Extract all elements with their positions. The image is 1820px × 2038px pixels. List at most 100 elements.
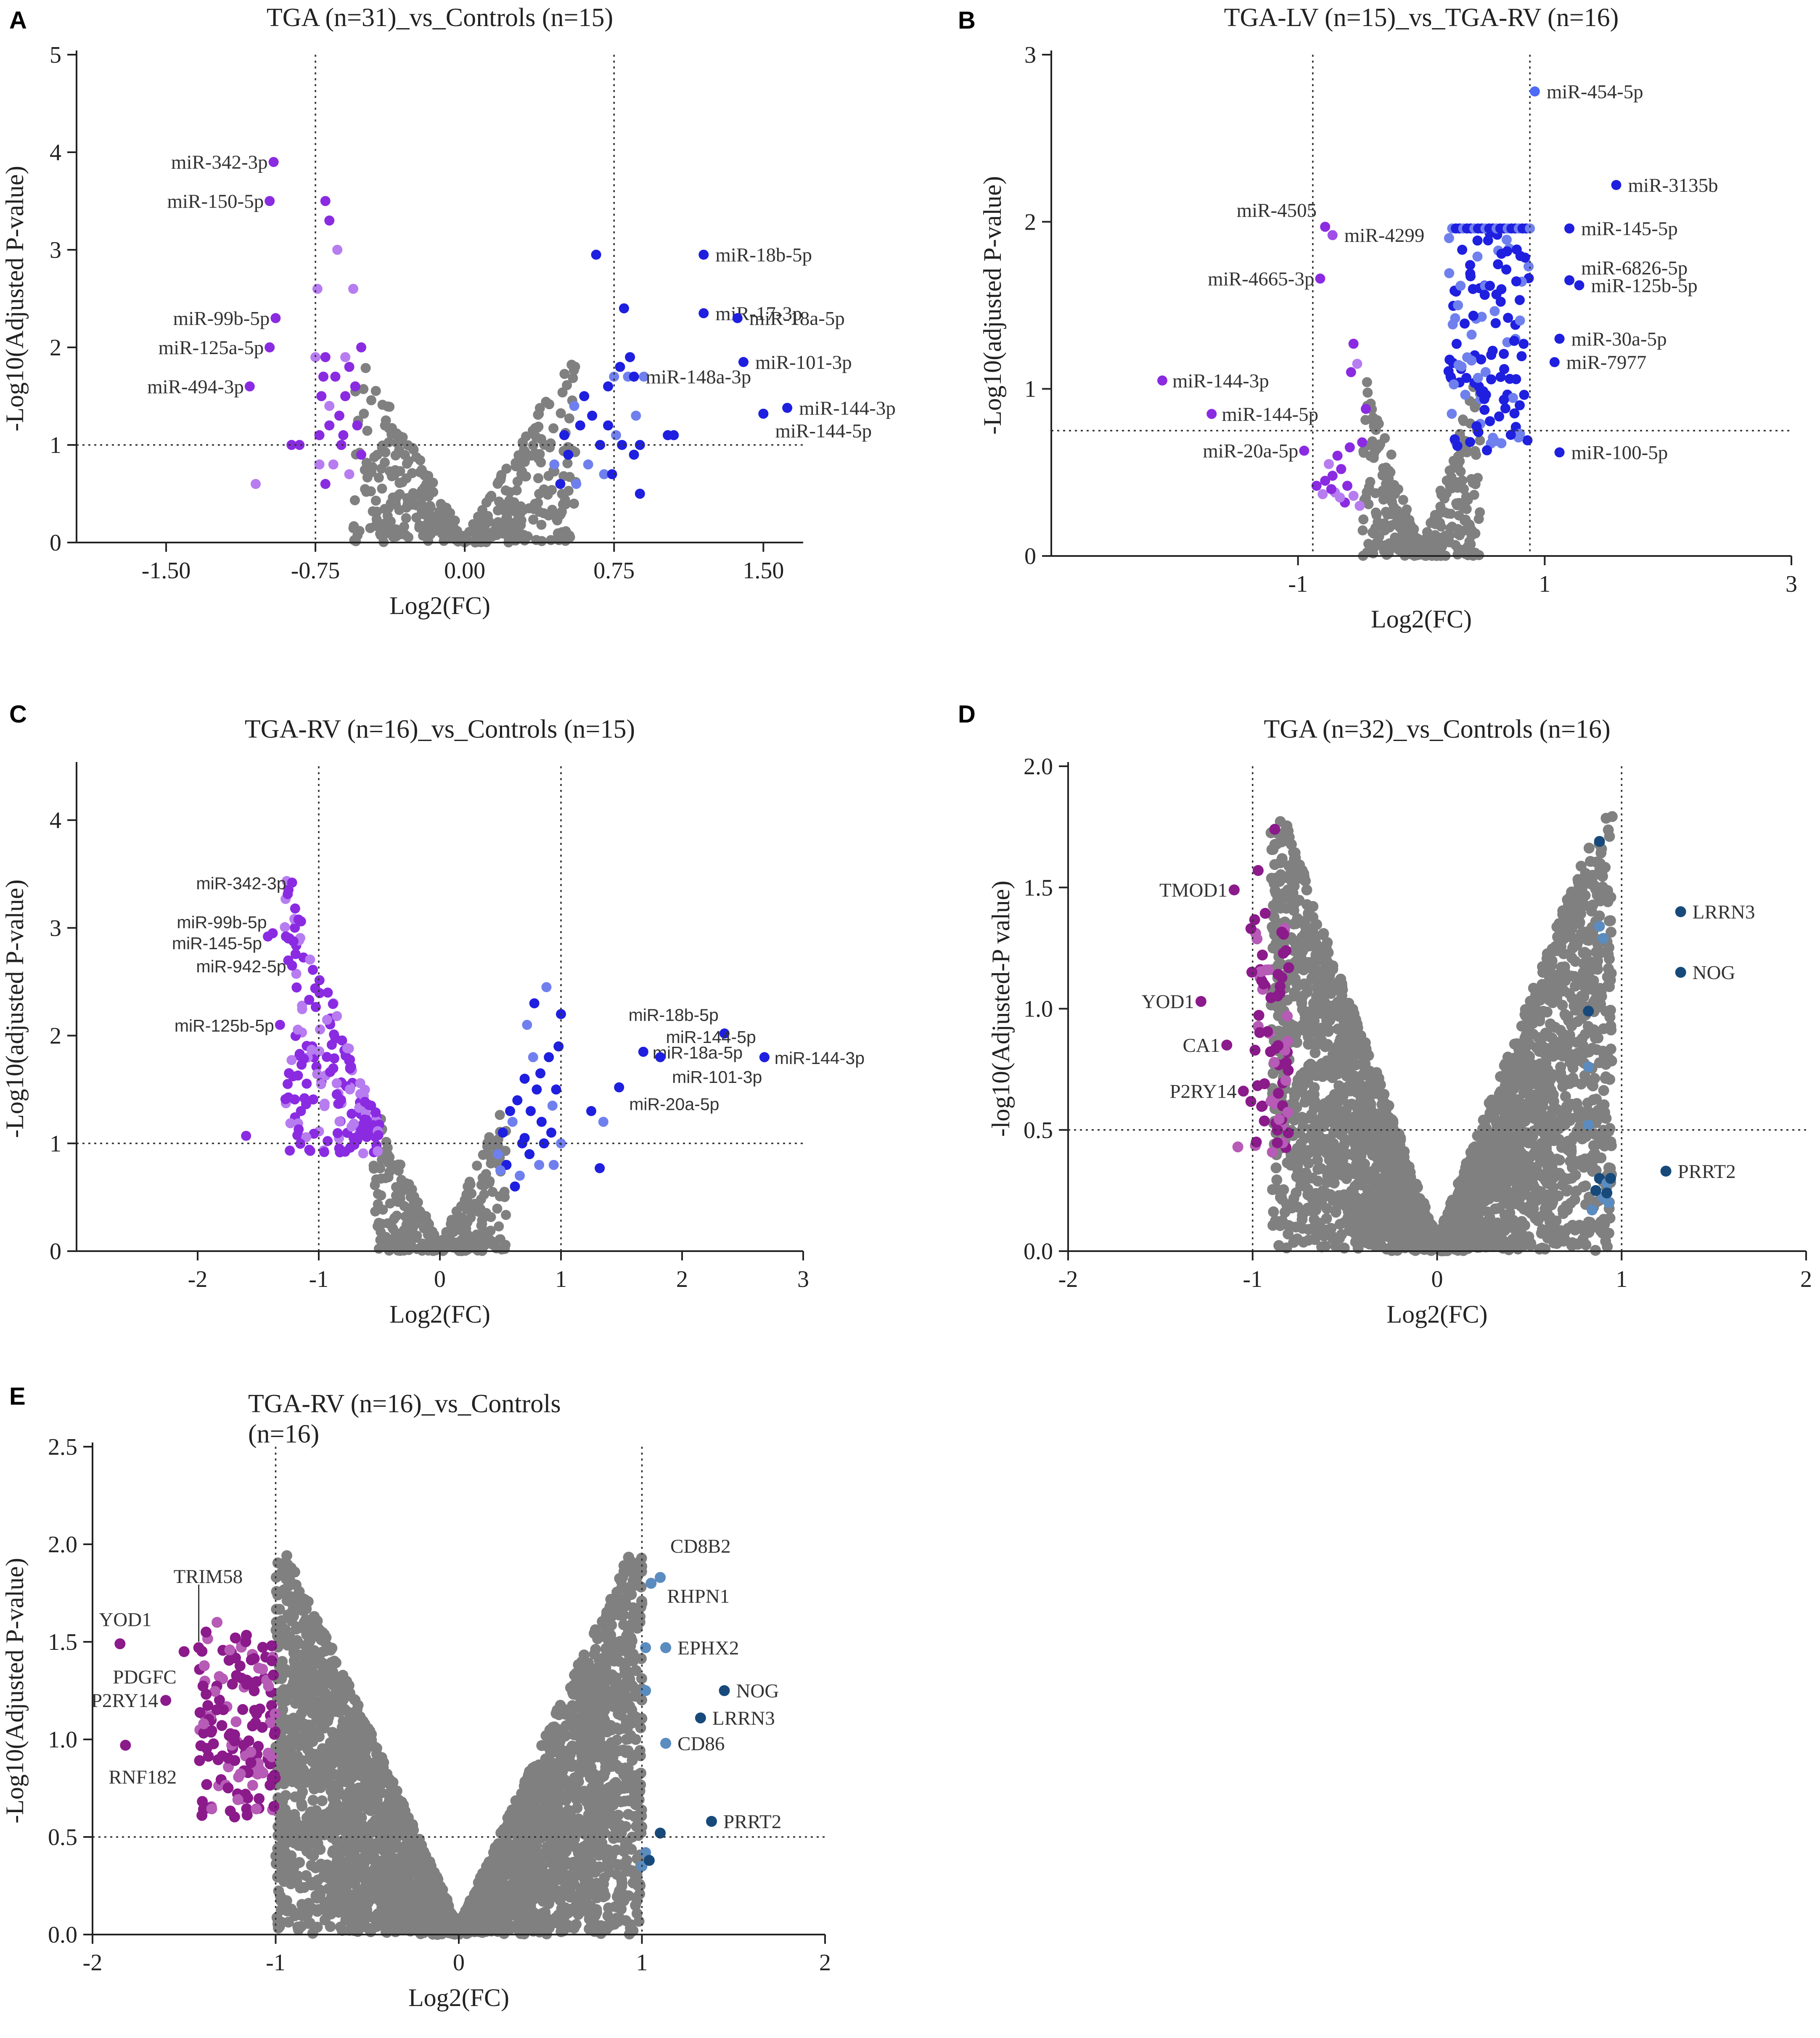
point-nonsig [1509, 1148, 1520, 1159]
y-tick-label: 0 [50, 1239, 61, 1265]
point-downregulated [344, 1056, 354, 1066]
point-upregulated [595, 440, 606, 450]
point-label: miR-125a-5p [159, 337, 264, 359]
point-nonsig [471, 1229, 482, 1240]
point-nonsig [1370, 488, 1381, 498]
point-label: miR-145-5p [172, 934, 262, 953]
point-nonsig [1498, 1073, 1510, 1084]
point-upregulated [1456, 361, 1467, 372]
point-downregulated [301, 1132, 312, 1143]
point-nonsig [1402, 1208, 1414, 1219]
point-nonsig [1479, 1180, 1491, 1191]
point-downregulated [1348, 339, 1359, 349]
point-nonsig [1599, 1140, 1610, 1151]
point-nonsig [563, 486, 574, 496]
point-nonsig [1571, 903, 1582, 915]
y-tick-label: 5 [50, 42, 61, 68]
point-upregulated [1444, 355, 1455, 365]
y-tick-label: 1 [50, 1131, 61, 1157]
point-downregulated [373, 1146, 383, 1157]
point-upregulated [1457, 244, 1468, 255]
point-label: miR-18a-5p [653, 1043, 743, 1062]
point-nonsig [1288, 1237, 1299, 1248]
point-nonsig [394, 478, 405, 488]
point-nonsig [1420, 1219, 1431, 1231]
point-nonsig [1299, 1096, 1311, 1108]
point-nonsig [384, 423, 394, 434]
point-downregulated [251, 479, 261, 489]
point-upregulated [669, 430, 679, 440]
point-nonsig [450, 515, 460, 526]
point-nonsig [1548, 1089, 1559, 1100]
point-nonsig [509, 504, 520, 515]
point-nonsig [376, 1190, 386, 1201]
point-labeled [1601, 1187, 1613, 1199]
point-labeled [1221, 1039, 1233, 1051]
point-nonsig [1464, 1208, 1476, 1219]
point-downregulated [315, 1024, 325, 1035]
x-axis-label: Log2(FC) [1371, 605, 1472, 633]
point-upregulated [1583, 1120, 1594, 1131]
point-nonsig [1267, 921, 1278, 933]
point-nonsig [1307, 1173, 1318, 1184]
point-downregulated [1232, 1141, 1243, 1153]
point-label: TMOD1 [1159, 879, 1227, 901]
point-upregulated [625, 352, 635, 363]
point-nonsig [1363, 499, 1374, 509]
point-nonsig [1589, 1073, 1600, 1084]
point-nonsig [1520, 1019, 1532, 1030]
point-nonsig [1576, 990, 1587, 1002]
point-nonsig [1553, 983, 1565, 994]
x-tick-label: 2 [676, 1266, 688, 1292]
point-nonsig [1544, 1216, 1555, 1228]
point-labeled [1549, 357, 1560, 368]
point-downregulated [360, 1097, 370, 1107]
point-nonsig [1600, 1113, 1612, 1124]
point-nonsig [1384, 1188, 1395, 1199]
point-upregulated [1499, 349, 1509, 359]
point-nonsig [395, 466, 405, 476]
point-nonsig [1470, 528, 1481, 539]
point-upregulated [1460, 389, 1471, 400]
point-nonsig [1389, 536, 1399, 546]
point-nonsig [1376, 1241, 1387, 1252]
point-upregulated [579, 391, 590, 401]
point-nonsig [1327, 960, 1339, 971]
point-nonsig [1537, 1098, 1548, 1109]
point-downregulated [283, 1079, 293, 1089]
point-upregulated [544, 1052, 554, 1062]
point-label: YOD1 [1142, 991, 1194, 1013]
point-nonsig [1574, 1047, 1586, 1059]
nonsignificant-points [348, 360, 581, 548]
point-upregulated [1505, 373, 1515, 384]
point-downregulated [304, 1145, 315, 1155]
point-nonsig [1503, 1119, 1515, 1130]
point-label: miR-150-5p [167, 191, 264, 212]
point-nonsig [496, 519, 507, 529]
point-nonsig [1492, 1122, 1503, 1133]
point-nonsig [1567, 1162, 1578, 1173]
point-upregulated [551, 1084, 561, 1095]
point-upregulated [555, 479, 566, 489]
point-labeled [1554, 447, 1565, 458]
point-nonsig [1335, 994, 1346, 1005]
point-nonsig [1592, 946, 1603, 958]
point-nonsig [1518, 1204, 1530, 1215]
point-nonsig [478, 1212, 489, 1223]
point-nonsig [1521, 1088, 1532, 1099]
point-nonsig [1594, 910, 1605, 921]
nonsignificant-points [368, 1110, 511, 1256]
point-nonsig [1381, 506, 1391, 517]
point-nonsig [1356, 1092, 1368, 1104]
point-upregulated [546, 1128, 556, 1138]
point-nonsig [1542, 1161, 1553, 1173]
point-nonsig [1517, 1230, 1529, 1241]
point-nonsig [1460, 514, 1471, 525]
point-downregulated [356, 342, 366, 352]
point-downregulated [286, 1055, 297, 1065]
point-nonsig [1307, 1191, 1318, 1202]
point-nonsig [1557, 1000, 1568, 1011]
point-nonsig [1309, 1114, 1320, 1126]
point-nonsig [373, 1199, 383, 1210]
point-nonsig [1567, 1062, 1579, 1074]
